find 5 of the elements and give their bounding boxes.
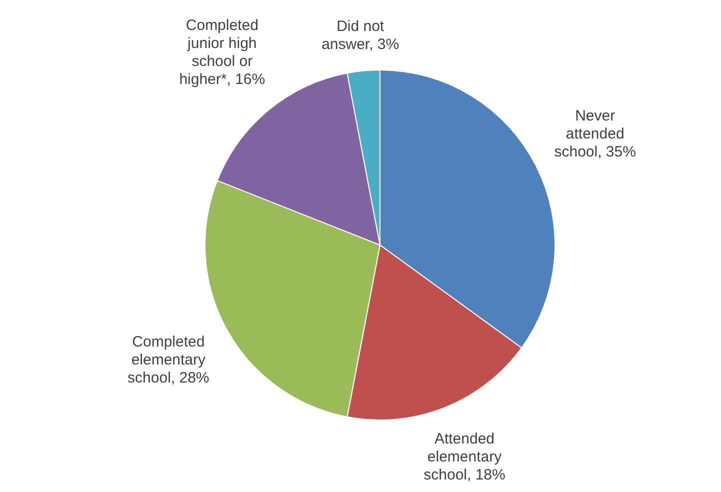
slice-label: Completed elementary school, 28% [128, 333, 210, 386]
slice-label: Did not answer, 3% [322, 18, 400, 53]
slice-label: Attended elementary school, 18% [424, 430, 506, 484]
slice-label: Never attended school, 35% [554, 107, 636, 160]
slice-label: Completed junior high school or higher*, 16% [179, 17, 266, 88]
